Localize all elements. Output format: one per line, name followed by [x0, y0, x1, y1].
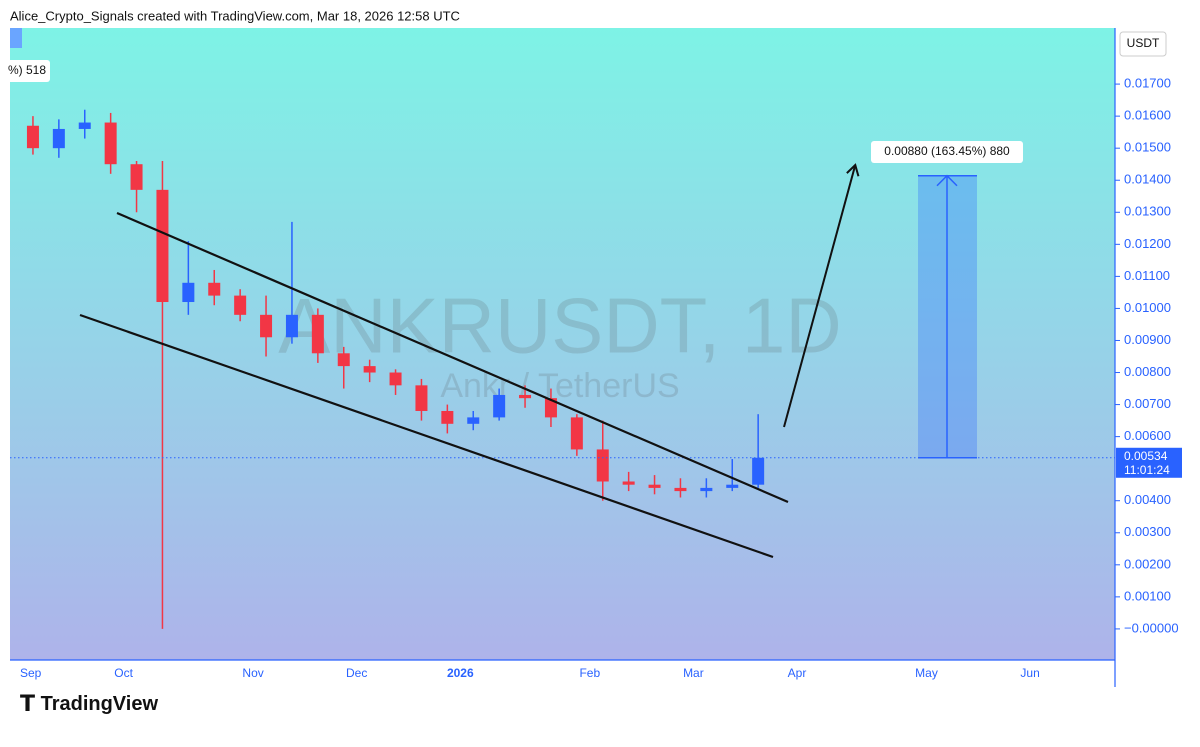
x-tick-label: Dec — [346, 666, 367, 680]
corner-label: %) 518 — [8, 63, 46, 77]
time-axis — [10, 660, 1115, 687]
x-tick-label: Apr — [788, 666, 807, 680]
channel-lower — [79, 313, 774, 559]
y-tick-label: 0.00900 — [1124, 332, 1171, 347]
candle-body — [752, 457, 765, 485]
y-tick-label: 0.00700 — [1124, 396, 1171, 411]
last-price-box — [1116, 447, 1182, 478]
y-tick-label: 0.01000 — [1124, 300, 1171, 315]
candle-body — [156, 189, 169, 303]
candle-body — [467, 417, 480, 424]
candle-body — [26, 125, 39, 149]
candle-body — [182, 282, 195, 303]
y-tick-label: 0.00200 — [1124, 556, 1171, 571]
candle-body — [285, 314, 298, 338]
candle-body — [363, 366, 376, 373]
candle-body — [519, 394, 532, 399]
candle-body — [441, 410, 454, 424]
x-tick-label: Jun — [1020, 666, 1039, 680]
y-tick-label: 0.00100 — [1124, 588, 1171, 603]
footer-logo-text: TradingView — [41, 693, 159, 715]
x-tick-label: Oct — [114, 666, 133, 680]
candle-body — [52, 128, 65, 149]
arrow — [783, 163, 860, 428]
x-tick-label: Sep — [20, 666, 42, 680]
y-tick-label: −0.00000 — [1124, 620, 1179, 635]
measure-arrow — [936, 174, 958, 187]
y-tick-label: 0.01600 — [1124, 108, 1171, 123]
last-price-label: 0.00534 — [1124, 449, 1168, 463]
watermark-symbol: ANKRUSDT, 1D — [278, 282, 841, 370]
candle-body — [260, 314, 273, 338]
candle-body — [104, 122, 117, 165]
candle-body — [208, 282, 221, 296]
candle-body — [648, 484, 661, 488]
candle-body — [726, 484, 739, 488]
pane-marker — [10, 28, 22, 48]
y-tick-label: 0.01200 — [1124, 236, 1171, 251]
y-tick-label: 0.01700 — [1124, 76, 1171, 91]
y-tick-label: 0.00300 — [1124, 524, 1171, 539]
currency-box[interactable] — [1119, 31, 1167, 57]
candle-body — [596, 449, 609, 482]
y-tick-label: 0.01500 — [1124, 140, 1171, 155]
countdown-label: 11:01:24 — [1124, 463, 1170, 477]
x-tick-label: Mar — [683, 666, 704, 680]
corner-label-box — [4, 60, 50, 82]
footer-logo: 𝗧 TradingView — [20, 691, 158, 716]
candle-body — [493, 394, 506, 418]
candle-body — [674, 487, 687, 492]
measure-label: 0.00880 (163.45%) 880 — [884, 144, 1010, 158]
channel-upper — [116, 211, 789, 504]
candle-body — [337, 353, 350, 367]
candle-body — [130, 164, 143, 190]
x-tick-label: 2026 — [447, 666, 474, 680]
y-tick-label: 0.00800 — [1124, 364, 1171, 379]
measure-label-box — [871, 141, 1023, 163]
candle-body — [389, 372, 402, 386]
chart-pane — [10, 28, 1115, 660]
candle-body — [311, 314, 324, 354]
y-tick-label: 0.01100 — [1124, 268, 1170, 283]
candle-body — [622, 481, 635, 485]
y-tick-label: 0.00600 — [1124, 428, 1171, 443]
candle-body — [544, 398, 557, 418]
watermark-name: Ankr / TetherUS — [440, 367, 679, 405]
y-tick-label: 0.01300 — [1124, 204, 1171, 219]
y-tick-label: 0.01400 — [1124, 172, 1171, 187]
candle-body — [415, 385, 428, 411]
x-tick-label: Feb — [579, 666, 600, 680]
candle-body — [700, 487, 713, 492]
currency-label: USDT — [1127, 36, 1160, 50]
candle-body — [570, 417, 583, 450]
x-tick-label: May — [915, 666, 938, 680]
y-tick-label: 0.00400 — [1124, 492, 1171, 507]
candle-body — [78, 122, 91, 129]
candle-body — [234, 295, 247, 315]
header-text: Alice_Crypto_Signals created with Tradin… — [10, 8, 460, 23]
x-tick-label: Nov — [242, 666, 263, 680]
